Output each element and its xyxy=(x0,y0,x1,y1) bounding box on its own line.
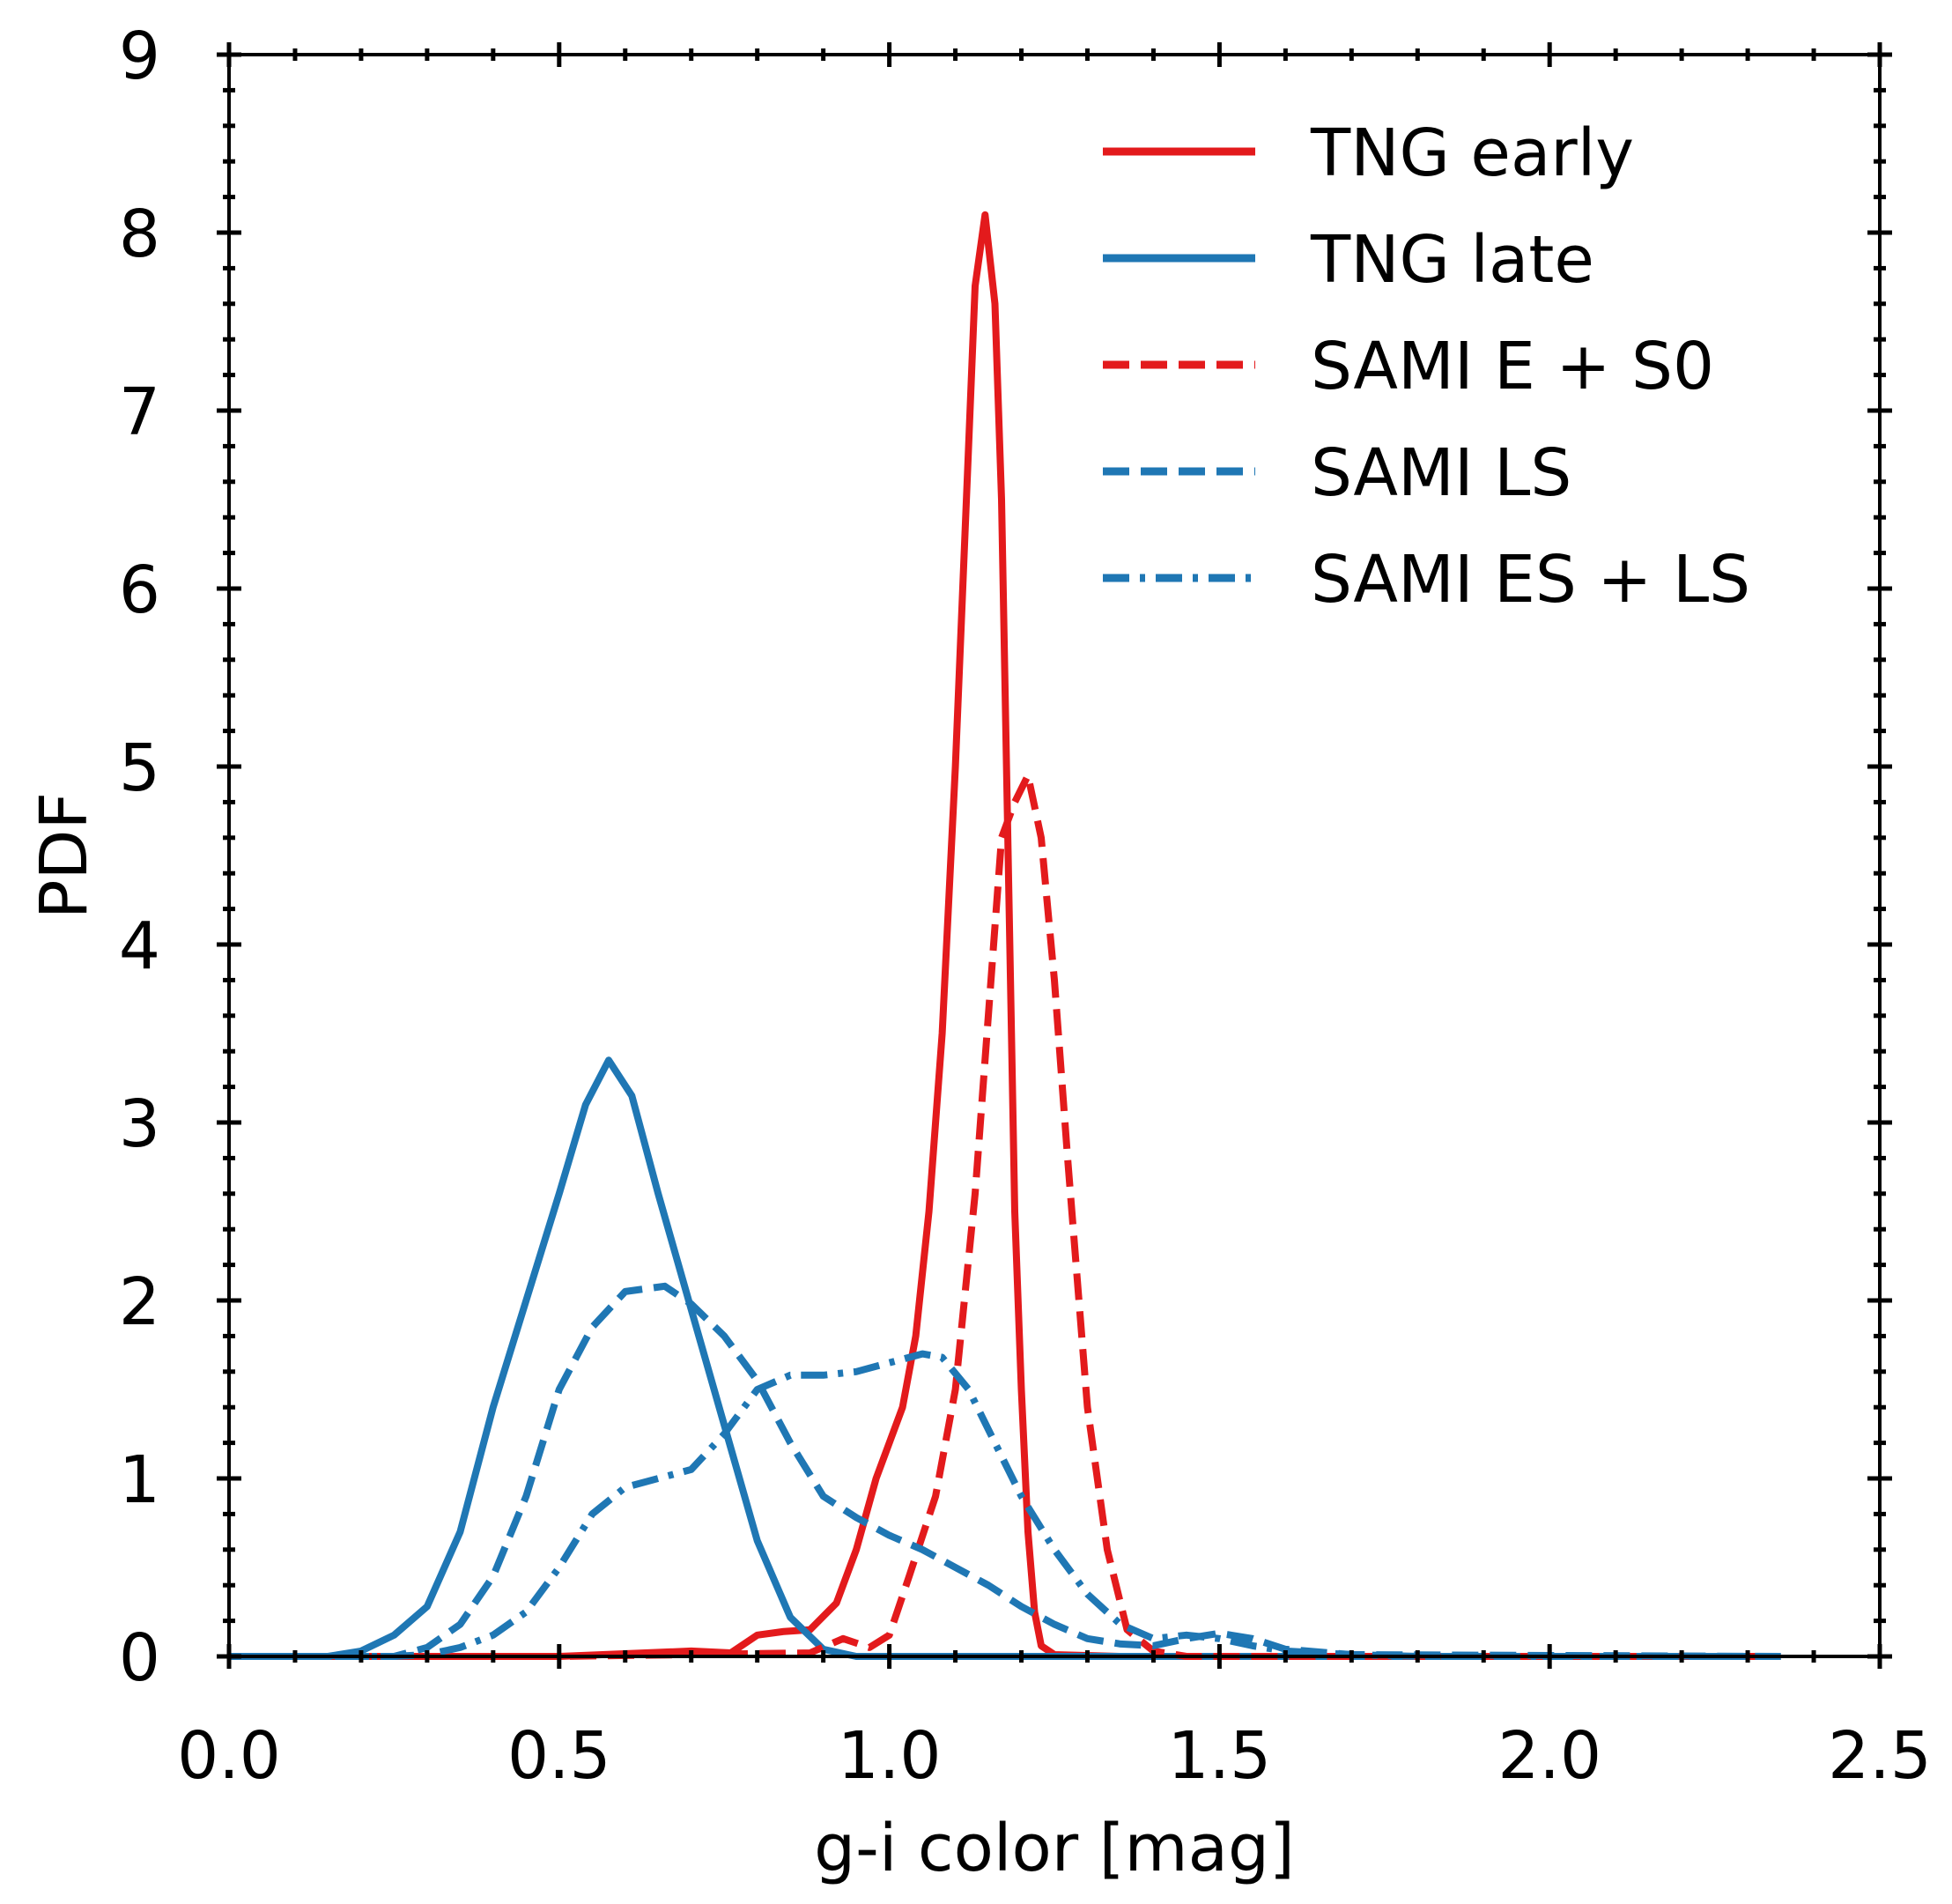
series-line-2 xyxy=(229,1056,1781,1660)
y-tick-label: 0 xyxy=(119,1620,160,1696)
y-tick-labels: 0 1 2 3 4 5 6 7 8 9 xyxy=(119,19,160,1696)
legend-label: SAMI ES + LS xyxy=(1311,542,1750,618)
series-curves xyxy=(229,211,1781,1660)
legend-label: SAMI LS xyxy=(1311,435,1571,511)
y-tick-label: 3 xyxy=(119,1086,160,1162)
legend-label: TNG late xyxy=(1310,222,1594,298)
series-line-5 xyxy=(229,1350,1781,1660)
x-axis-label: g-i color [mag] xyxy=(814,1811,1295,1886)
y-tick-label: 1 xyxy=(119,1442,160,1518)
x-tick-label: 0.5 xyxy=(507,1718,611,1794)
legend: TNG early TNG late SAMI E + S0 SAMI LS SAMI … xyxy=(1103,115,1750,618)
legend-label: TNG early xyxy=(1310,115,1634,191)
legend-label: SAMI E + S0 xyxy=(1311,329,1714,404)
series-line-4 xyxy=(229,1282,1781,1660)
y-tick-label: 5 xyxy=(119,730,160,806)
x-tick-label: 2.5 xyxy=(1828,1718,1932,1794)
series-line-1 xyxy=(229,211,1781,1660)
y-axis-label: PDF xyxy=(26,792,102,919)
series-line-3 xyxy=(229,772,1781,1660)
x-tick-label: 1.5 xyxy=(1168,1718,1272,1794)
plot-frame xyxy=(227,53,1882,1658)
y-tick-label: 4 xyxy=(119,908,160,984)
x-tick-label: 0.0 xyxy=(177,1718,281,1794)
y-tick-label: 8 xyxy=(119,196,160,272)
y-tick-label: 9 xyxy=(119,19,160,94)
x-tick-label: 2.0 xyxy=(1497,1718,1601,1794)
y-tick-label: 7 xyxy=(119,374,160,450)
x-tick-labels: 0.0 0.5 1.0 1.5 2.0 2.5 xyxy=(177,1718,1932,1794)
y-tick-label: 2 xyxy=(119,1264,160,1340)
x-tick-label: 1.0 xyxy=(838,1718,942,1794)
y-tick-label: 6 xyxy=(119,552,160,628)
